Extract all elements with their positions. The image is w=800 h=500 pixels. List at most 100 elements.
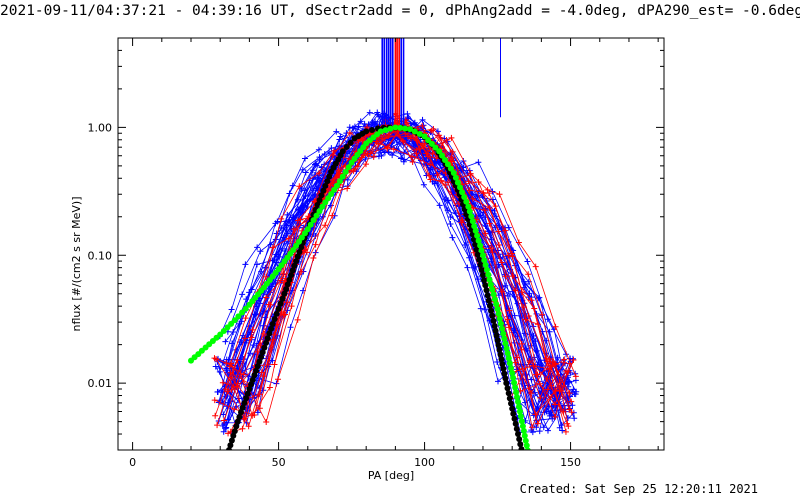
blue-plus-marker [536,294,543,301]
black-curve-dot [294,253,301,260]
blue-plus-marker [355,123,362,130]
red-plus-marker [428,127,435,134]
red-plus-marker [522,316,529,323]
red-plus-marker [552,323,559,330]
black-curve-dot [254,363,261,370]
green-curve-dot [439,152,446,159]
green-curve-dot [496,315,503,322]
green-curve-dot [345,164,352,171]
red-plus-marker [285,235,292,242]
green-curve-dot [450,170,457,176]
y-axis-title: nflux [#/(cm2 s sr MeV)] [70,197,83,332]
green-curve-dot [242,305,249,312]
red-plus-marker [459,217,466,224]
red-plus-marker [434,171,441,178]
blue-plus-marker [313,160,320,167]
blue-plus-marker [366,109,373,116]
blue-plus-marker [526,290,533,297]
blue-plus-marker [434,128,441,135]
red-plus-marker [568,409,575,416]
blue-plus-marker [223,424,230,431]
green-curve-dot [228,320,235,327]
green-curve-dot [515,398,521,405]
green-curve-dot [459,189,466,196]
green-curve-dot [339,173,346,180]
blue-series-line [227,121,569,420]
green-curve-dot [487,281,494,288]
green-curve-dot [490,291,497,298]
black-curve-dot [490,317,497,324]
black-curve-dot [296,249,303,255]
black-curve-dot [289,267,296,274]
red-series-line [222,119,574,406]
green-curve-dot [514,394,520,401]
black-curve-dot [500,365,507,372]
red-plus-marker [529,424,536,431]
blue-plus-marker [524,258,531,265]
blue-plus-marker [269,357,276,364]
black-curve-dot [275,305,282,312]
red-plus-marker [502,273,509,280]
red-plus-marker [489,249,496,256]
blue-plus-marker [420,122,427,129]
black-curve-dot [253,367,260,374]
blue-plus-marker [336,136,343,143]
black-curve-dot [511,415,518,422]
blue-plus-marker [291,214,298,221]
green-curve-dot [342,168,349,175]
black-curve-dot [493,332,500,339]
blue-plus-marker [427,164,434,171]
red-plus-marker [518,289,525,296]
black-curve-dot [283,286,290,293]
red-plus-marker [520,304,527,311]
red-plus-marker [549,359,556,365]
red-plus-marker [421,140,428,147]
green-curve-dot [239,309,246,316]
blue-plus-marker [273,259,280,266]
blue-plus-marker [477,305,484,312]
blue-plus-marker [447,221,454,228]
blue-plus-marker [569,388,576,395]
blue-plus-marker [493,213,500,220]
black-curve-dot [477,261,484,268]
green-curve-dot [382,127,389,134]
black-curve-dot [492,327,499,334]
black-curve-dot [498,356,505,363]
green-curve-dot [511,379,518,386]
blue-plus-marker [572,391,579,398]
black-curve-dot [220,472,226,478]
green-curve-dot [298,234,305,241]
black-curve-dot [284,281,291,288]
green-curve-dot [478,247,485,254]
green-curve-dot [477,242,484,249]
blue-plus-marker [242,261,249,268]
blue-distribution-series [212,109,580,436]
green-curve-dot [508,365,514,372]
blue-plus-marker [225,399,232,406]
red-plus-marker [566,360,573,367]
blue-plus-marker [362,156,369,163]
blue-plus-marker [283,218,290,225]
y-tick-label: 0.01 [88,377,113,390]
green-curve-dot [447,165,454,172]
black-curve-dot [218,477,224,483]
black-curve-dot [244,390,251,397]
green-model-curve [188,124,531,450]
black-curve-dot [258,354,265,360]
red-plus-marker [288,303,295,310]
x-tick-label: 0 [129,456,136,469]
black-curve-dot [520,451,526,457]
y-tick-label: 1.00 [88,121,113,134]
x-axis-title: PA [deg] [368,469,414,482]
green-curve-dot [472,227,479,234]
black-curve-dot [256,358,263,365]
black-curve-dot [281,290,288,297]
black-curve-dot [249,376,256,383]
black-curve-dot [521,457,527,463]
red-plus-marker [240,371,247,378]
red-plus-marker [282,311,289,318]
blue-plus-marker [225,356,232,363]
black-curve-dot [491,323,498,329]
green-curve-dot [497,320,504,327]
red-plus-marker [528,297,535,304]
